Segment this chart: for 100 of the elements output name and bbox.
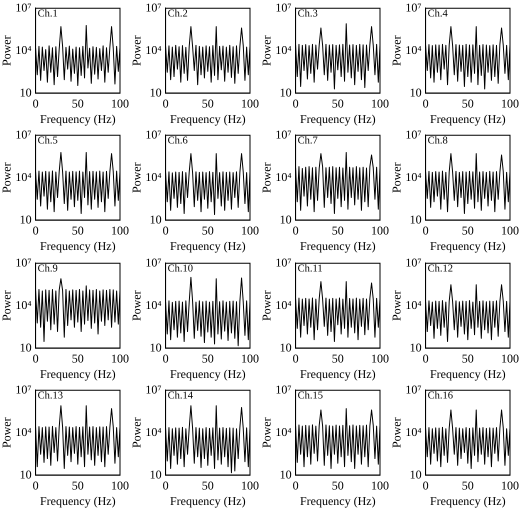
x-tick-label: 0 <box>292 478 299 492</box>
y-axis-title: Power <box>0 290 14 321</box>
y-tick-label: 10 <box>20 85 32 100</box>
x-tick-label: 100 <box>241 224 259 238</box>
y-axis-title: Power <box>129 35 144 66</box>
chart-title: Ch.16 <box>428 390 453 402</box>
y-tick-label: 10⁴ <box>145 424 162 439</box>
y-axis-title: Power <box>259 290 274 321</box>
chart-title: Ch.1 <box>38 8 58 20</box>
x-tick-label: 100 <box>241 96 259 111</box>
x-tick-label: 0 <box>422 224 429 238</box>
y-tick-label: 10⁴ <box>275 297 292 312</box>
x-tick-label: 100 <box>371 96 389 111</box>
y-tick-label: 10⁷ <box>15 254 32 269</box>
y-tick-label: 10⁴ <box>405 42 422 57</box>
x-tick-label: 50 <box>202 224 214 238</box>
x-axis-title: Frequency (Hz) <box>300 239 376 254</box>
y-tick-label: 10 <box>150 340 162 354</box>
x-tick-label: 50 <box>332 478 344 492</box>
y-axis-title: Power <box>129 417 144 448</box>
x-axis-title: Frequency (Hz) <box>430 112 506 126</box>
x-axis-title: Frequency (Hz) <box>300 494 376 508</box>
y-axis-title: Power <box>129 290 144 321</box>
y-axis-title: Power <box>259 162 274 194</box>
x-tick-label: 100 <box>241 478 259 492</box>
y-tick-label: 10⁷ <box>15 128 32 142</box>
y-tick-label: 10⁴ <box>15 170 32 184</box>
x-tick-label: 100 <box>371 224 389 238</box>
y-axis-title: Power <box>389 290 404 321</box>
x-tick-label: 50 <box>72 478 84 492</box>
y-tick-label: 10⁷ <box>15 382 32 396</box>
x-axis-title: Frequency (Hz) <box>170 494 246 508</box>
y-tick-label: 10⁷ <box>145 382 162 396</box>
x-axis-title: Frequency (Hz) <box>430 366 506 381</box>
y-tick-label: 10 <box>150 212 162 227</box>
y-tick-label: 10⁷ <box>405 128 422 142</box>
y-tick-label: 10⁷ <box>145 128 162 142</box>
y-tick-label: 10⁴ <box>275 170 292 184</box>
x-tick-label: 0 <box>32 478 39 492</box>
y-tick-label: 10⁷ <box>405 382 422 396</box>
y-tick-label: 10 <box>410 467 422 482</box>
x-tick-label: 50 <box>332 351 344 366</box>
x-tick-label: 0 <box>292 351 299 366</box>
x-axis-title: Frequency (Hz) <box>300 366 376 381</box>
y-tick-label: 10⁷ <box>145 254 162 269</box>
y-tick-label: 10⁴ <box>405 170 422 184</box>
y-tick-label: 10⁴ <box>145 170 162 184</box>
y-tick-label: 10 <box>20 212 32 227</box>
x-tick-label: 0 <box>162 351 169 366</box>
x-tick-label: 50 <box>332 224 344 238</box>
y-axis-title: Power <box>389 417 404 448</box>
chart-title: Ch.10 <box>168 263 193 274</box>
y-axis-title: Power <box>259 417 274 448</box>
x-axis-title: Frequency (Hz) <box>40 239 116 254</box>
x-tick-label: 100 <box>371 351 389 366</box>
chart-title: Ch.11 <box>298 263 323 274</box>
y-tick-label: 10 <box>280 85 292 100</box>
x-tick-label: 50 <box>202 96 214 111</box>
x-tick-label: 100 <box>501 478 519 492</box>
chart-title: Ch.3 <box>298 8 318 20</box>
chart-title: Ch.8 <box>428 136 448 147</box>
chart-title: Ch.15 <box>298 390 323 402</box>
x-tick-label: 100 <box>111 351 129 366</box>
x-axis-title: Frequency (Hz) <box>40 366 116 381</box>
chart-title: Ch.12 <box>428 263 453 274</box>
chart-title: Ch.2 <box>168 8 188 20</box>
x-tick-label: 0 <box>32 351 39 366</box>
x-tick-label: 50 <box>332 96 344 111</box>
y-axis-title: Power <box>129 162 144 194</box>
y-tick-label: 10 <box>20 467 32 482</box>
y-tick-label: 10⁴ <box>405 424 422 439</box>
x-axis-title: Frequency (Hz) <box>430 239 506 254</box>
x-tick-label: 50 <box>462 96 474 111</box>
y-axis-title: Power <box>0 162 14 194</box>
x-tick-label: 0 <box>32 96 39 111</box>
x-tick-label: 0 <box>422 351 429 366</box>
y-tick-label: 10⁷ <box>15 0 32 14</box>
x-tick-label: 0 <box>292 96 299 111</box>
y-tick-label: 10⁴ <box>15 42 32 57</box>
x-tick-label: 50 <box>462 224 474 238</box>
x-axis-title: Frequency (Hz) <box>170 366 246 381</box>
y-axis-title: Power <box>389 162 404 194</box>
x-tick-label: 100 <box>501 224 519 238</box>
x-axis-title: Frequency (Hz) <box>170 239 246 254</box>
chart-title: Ch.4 <box>428 8 448 20</box>
y-tick-label: 10⁴ <box>405 297 422 312</box>
chart-title: Ch.14 <box>168 390 194 402</box>
x-tick-label: 100 <box>111 478 129 492</box>
y-tick-label: 10 <box>410 340 422 354</box>
x-tick-label: 0 <box>162 96 169 111</box>
x-tick-label: 100 <box>501 96 519 111</box>
y-tick-label: 10⁷ <box>275 254 292 269</box>
y-tick-label: 10 <box>410 212 422 227</box>
chart-title: Ch.9 <box>38 263 58 274</box>
chart-title: Ch.13 <box>38 390 63 402</box>
y-tick-label: 10⁷ <box>145 0 162 14</box>
x-tick-label: 100 <box>111 224 129 238</box>
y-tick-label: 10⁴ <box>275 424 292 439</box>
x-tick-label: 100 <box>111 96 129 111</box>
x-tick-label: 50 <box>202 478 214 492</box>
